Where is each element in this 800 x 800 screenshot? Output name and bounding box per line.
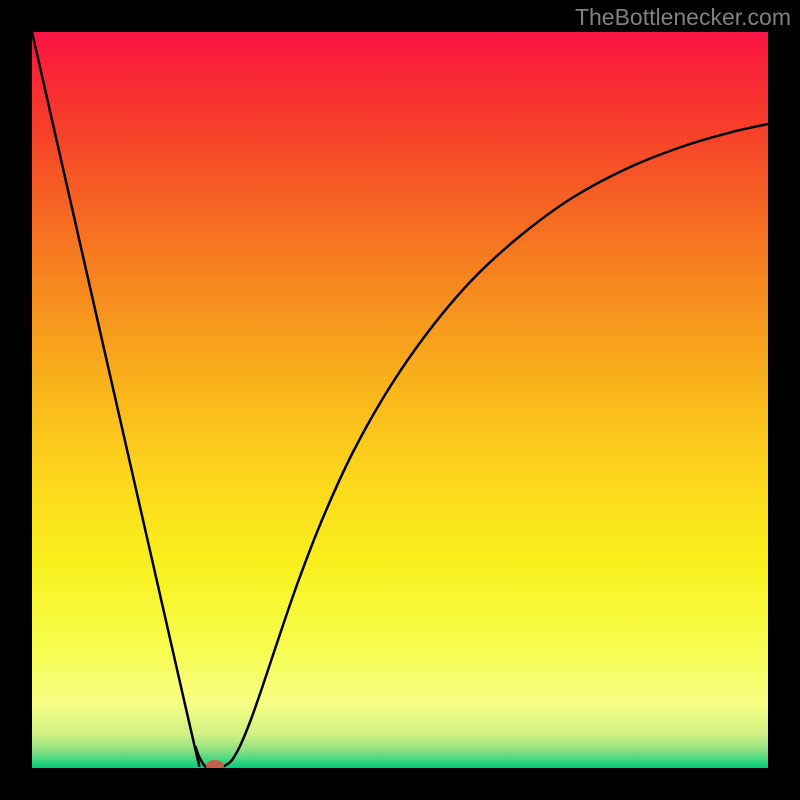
- chart-plot-area: [32, 32, 768, 768]
- watermark-label: TheBottlenecker.com: [575, 4, 791, 31]
- chart-outer: TheBottlenecker.com: [0, 0, 800, 800]
- plot-svg: [32, 32, 768, 768]
